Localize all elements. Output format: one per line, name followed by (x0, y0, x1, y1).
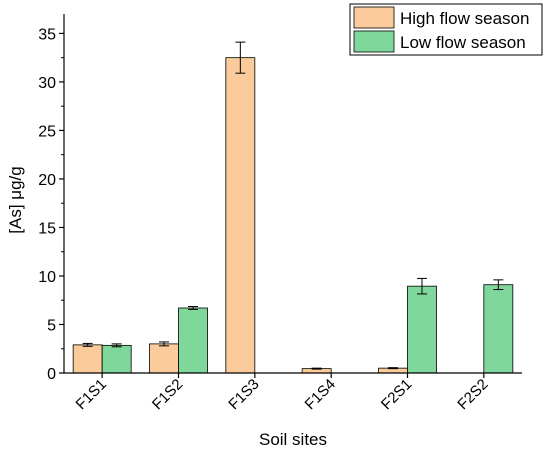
legend-label-high-flow: High flow season (400, 9, 529, 28)
x-tick-label: F2S2 (454, 376, 491, 413)
bar-high-flow-f1s3 (225, 57, 256, 374)
bar-high-flow-f1s1 (72, 344, 103, 374)
legend-swatch-low-flow (353, 30, 395, 53)
x-tick-label: F1S2 (149, 376, 186, 413)
legend-swatch-high-flow (353, 6, 395, 29)
y-tick-label: 35 (38, 26, 56, 43)
bars-layer (72, 41, 514, 374)
bar-low-flow-f2s2 (483, 284, 514, 374)
axes-layer (63, 14, 522, 374)
y-tick-label: 15 (38, 220, 56, 237)
y-ticks-layer: 0 5 10 15 20 25 30 35 (38, 26, 64, 383)
y-tick-label: 5 (47, 317, 56, 334)
x-axis-label: Soil sites (259, 430, 327, 449)
bar-high-flow-f1s2 (149, 343, 179, 374)
y-axis-label: [As] μg/g (6, 166, 25, 233)
y-tick-label: 25 (38, 123, 56, 140)
y-tick-label: 20 (38, 172, 56, 189)
legend-label-low-flow: Low flow season (400, 33, 526, 52)
x-tick-label: F1S1 (73, 376, 110, 413)
x-tick-label: F1S3 (225, 376, 262, 413)
x-ticks-layer: F1S1 F1S2 F1S3 F1S4 F2S1 F2S2 (73, 373, 492, 413)
legend: High flow season Low flow season (349, 3, 543, 56)
y-tick-label: 30 (38, 75, 56, 92)
bar-low-flow-f1s1 (101, 344, 132, 374)
bar-low-flow-f1s2 (178, 307, 208, 374)
bar-low-flow-f2s1 (407, 285, 437, 374)
y-tick-label: 0 (47, 366, 56, 383)
x-tick-label: F1S4 (302, 376, 339, 413)
y-tick-label: 10 (38, 269, 56, 286)
x-tick-label: F2S1 (378, 376, 415, 413)
